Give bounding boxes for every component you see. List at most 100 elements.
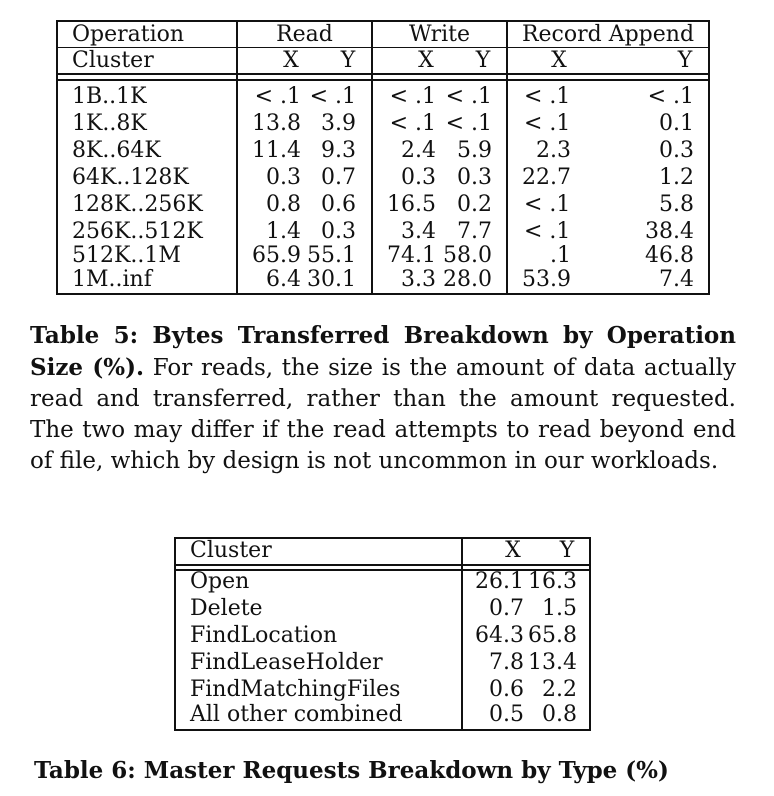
read-x-cell: < .1 — [254, 84, 301, 109]
ra-x-cell: 53.9 — [522, 267, 571, 292]
write-y-cell: 5.9 — [457, 138, 492, 163]
write-y-cell: 7.7 — [457, 219, 492, 244]
ra-x-cell: 22.7 — [522, 165, 571, 190]
read-y-cell: 0.7 — [321, 165, 356, 190]
column-divider — [236, 20, 238, 295]
write-y-cell: 0.2 — [457, 192, 492, 217]
write-x-cell: < .1 — [389, 84, 436, 109]
table-6: Cluster X Y Open 26.1 16.3 Delete 0.7 1.… — [174, 537, 591, 731]
write-x-cell: 2.4 — [401, 138, 436, 163]
header-double-rule — [174, 569, 591, 571]
read-x-cell: 13.8 — [252, 111, 301, 136]
column-divider — [506, 20, 508, 295]
y-cell: 65.8 — [528, 623, 577, 648]
size-cell: 256K..512K — [72, 219, 203, 244]
size-cell: 1M..inf — [72, 267, 152, 292]
size-cell: 64K..128K — [72, 165, 189, 190]
header-write: Write — [408, 22, 471, 47]
read-y-cell: 0.3 — [321, 219, 356, 244]
ra-y-cell: 7.4 — [659, 267, 694, 292]
read-x-cell: 6.4 — [266, 267, 301, 292]
read-y-cell: 0.6 — [321, 192, 356, 217]
column-divider — [461, 537, 463, 731]
read-y-cell: 9.3 — [321, 138, 356, 163]
read-y-cell: 55.1 — [307, 243, 356, 268]
ra-x-cell: .1 — [550, 243, 571, 268]
x-cell: 64.3 — [475, 623, 524, 648]
read-x-cell: 1.4 — [266, 219, 301, 244]
x-cell: 26.1 — [475, 569, 524, 594]
x-cell: 0.5 — [489, 702, 524, 727]
write-y-cell: < .1 — [445, 84, 492, 109]
ra-x-cell: < .1 — [524, 219, 571, 244]
header-ra-y: Y — [677, 48, 693, 73]
header-x: X — [505, 538, 521, 563]
read-y-cell: < .1 — [309, 84, 356, 109]
write-y-cell: 58.0 — [443, 243, 492, 268]
y-cell: 13.4 — [528, 650, 577, 675]
request-type-cell: FindMatchingFiles — [190, 677, 401, 702]
header-double-rule — [56, 79, 710, 81]
write-x-cell: 0.3 — [401, 165, 436, 190]
x-cell: 7.8 — [489, 650, 524, 675]
header-record-append: Record Append — [521, 22, 695, 47]
ra-y-cell: 0.3 — [659, 138, 694, 163]
header-cluster: Cluster — [72, 48, 154, 73]
y-cell: 0.8 — [542, 702, 577, 727]
request-type-cell: Delete — [190, 596, 263, 621]
table-border-top — [174, 537, 591, 539]
ra-y-cell: 5.8 — [659, 192, 694, 217]
ra-x-cell: < .1 — [524, 111, 571, 136]
header-ra-x: X — [551, 48, 567, 73]
header-read-y: Y — [340, 48, 356, 73]
write-y-cell: 28.0 — [443, 267, 492, 292]
y-cell: 1.5 — [542, 596, 577, 621]
y-cell: 2.2 — [542, 677, 577, 702]
read-y-cell: 30.1 — [307, 267, 356, 292]
read-x-cell: 65.9 — [252, 243, 301, 268]
header-divider — [56, 47, 710, 48]
table-border-right — [708, 20, 710, 295]
column-divider — [371, 20, 373, 295]
x-cell: 0.6 — [489, 677, 524, 702]
write-x-cell: 74.1 — [387, 243, 436, 268]
ra-y-cell: 0.1 — [659, 111, 694, 136]
ra-y-cell: 46.8 — [645, 243, 694, 268]
ra-x-cell: < .1 — [524, 192, 571, 217]
table-border-bottom — [56, 293, 710, 295]
table-6-caption: Table 6: Master Requests Breakdown by Ty… — [34, 757, 669, 784]
read-x-cell: 0.8 — [266, 192, 301, 217]
ra-y-cell: < .1 — [647, 84, 694, 109]
header-cluster: Cluster — [190, 538, 272, 563]
header-write-y: Y — [475, 48, 491, 73]
table-5: Operation Read Write Record Append Clust… — [56, 20, 710, 295]
ra-x-cell: < .1 — [524, 84, 571, 109]
request-type-cell: FindLocation — [190, 623, 338, 648]
header-double-rule — [174, 564, 591, 566]
table-5-caption-body: For reads, the size is the amount of dat… — [30, 355, 736, 474]
request-type-cell: All other combined — [190, 702, 403, 727]
header-read: Read — [276, 22, 333, 47]
table-5-caption: Table 5: Bytes Transferred Breakdown by … — [30, 320, 736, 477]
write-y-cell: 0.3 — [457, 165, 492, 190]
size-cell: 128K..256K — [72, 192, 203, 217]
header-read-x: X — [283, 48, 299, 73]
header-operation: Operation — [72, 22, 185, 47]
ra-x-cell: 2.3 — [536, 138, 571, 163]
header-double-rule — [56, 73, 710, 75]
table-border-left — [174, 537, 176, 731]
read-y-cell: 3.9 — [321, 111, 356, 136]
size-cell: 1K..8K — [72, 111, 147, 136]
ra-y-cell: 1.2 — [659, 165, 694, 190]
table-border-top — [56, 20, 710, 22]
request-type-cell: Open — [190, 569, 250, 594]
write-y-cell: < .1 — [445, 111, 492, 136]
table-border-left — [56, 20, 58, 295]
read-x-cell: 0.3 — [266, 165, 301, 190]
write-x-cell: < .1 — [389, 111, 436, 136]
y-cell: 16.3 — [528, 569, 577, 594]
write-x-cell: 3.3 — [401, 267, 436, 292]
table-border-bottom — [174, 729, 591, 731]
size-cell: 8K..64K — [72, 138, 161, 163]
x-cell: 0.7 — [489, 596, 524, 621]
